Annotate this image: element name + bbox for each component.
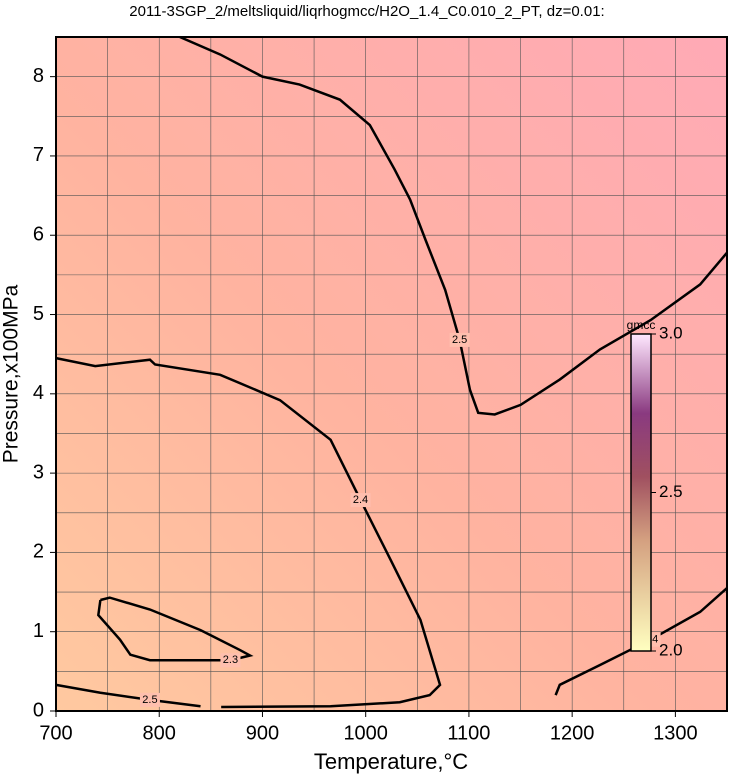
x-tick-label: 1100: [447, 722, 490, 744]
contour-line: [55, 683, 201, 708]
x-axis-label: Temperature,°C: [314, 749, 468, 774]
colorbar-tick-label: 2.0: [659, 640, 683, 659]
colorbar-tick-label: 2.5: [659, 482, 683, 501]
contour-label: 2.5: [142, 694, 157, 706]
x-tick-label: 900: [246, 722, 279, 744]
y-tick-label: 5: [33, 303, 44, 325]
y-tick-label: 7: [33, 144, 44, 166]
x-tick-label: 1200: [550, 722, 595, 744]
y-tick-label: 0: [33, 699, 44, 721]
plot-frame: [55, 36, 728, 712]
x-tick-label: 1000: [343, 722, 388, 744]
contour-label: 2.3: [223, 654, 238, 666]
contour-label-bg: [350, 493, 371, 508]
colorbar-tick-label: 3.0: [659, 323, 683, 342]
y-tick-label: 2: [33, 541, 44, 563]
x-tick-label: 800: [143, 722, 176, 744]
colorbar-label: gmcc: [627, 318, 656, 332]
y-tick-label: 4: [33, 382, 44, 404]
grid: [56, 37, 727, 711]
contour-label-bg: [449, 332, 470, 347]
y-tick-label: 6: [33, 224, 44, 246]
x-tick-label: 700: [39, 722, 72, 744]
contour-label: 2.4: [353, 494, 368, 506]
chart-title: 2011-3SGP_2/meltsliquid/liqrhogmcc/H2O_1…: [129, 3, 604, 20]
contour-line: [554, 587, 728, 696]
y-tick-label: 1: [33, 620, 44, 642]
y-tick-label: 3: [33, 461, 44, 483]
colorbar: gmcc 2.0 2.5 3.0: [627, 318, 683, 659]
contour-label-bg: [139, 692, 160, 707]
contour-label: 2.5: [452, 334, 467, 346]
contour-label-bg: [220, 653, 241, 668]
x-tick-label: 1300: [653, 722, 698, 744]
y-axis-label: Pressure,x100MPa: [0, 284, 23, 463]
y-tick-label: 8: [33, 65, 44, 87]
colorbar-scale: [630, 333, 652, 652]
contour-line: [179, 35, 728, 416]
plot-background: [56, 37, 727, 711]
